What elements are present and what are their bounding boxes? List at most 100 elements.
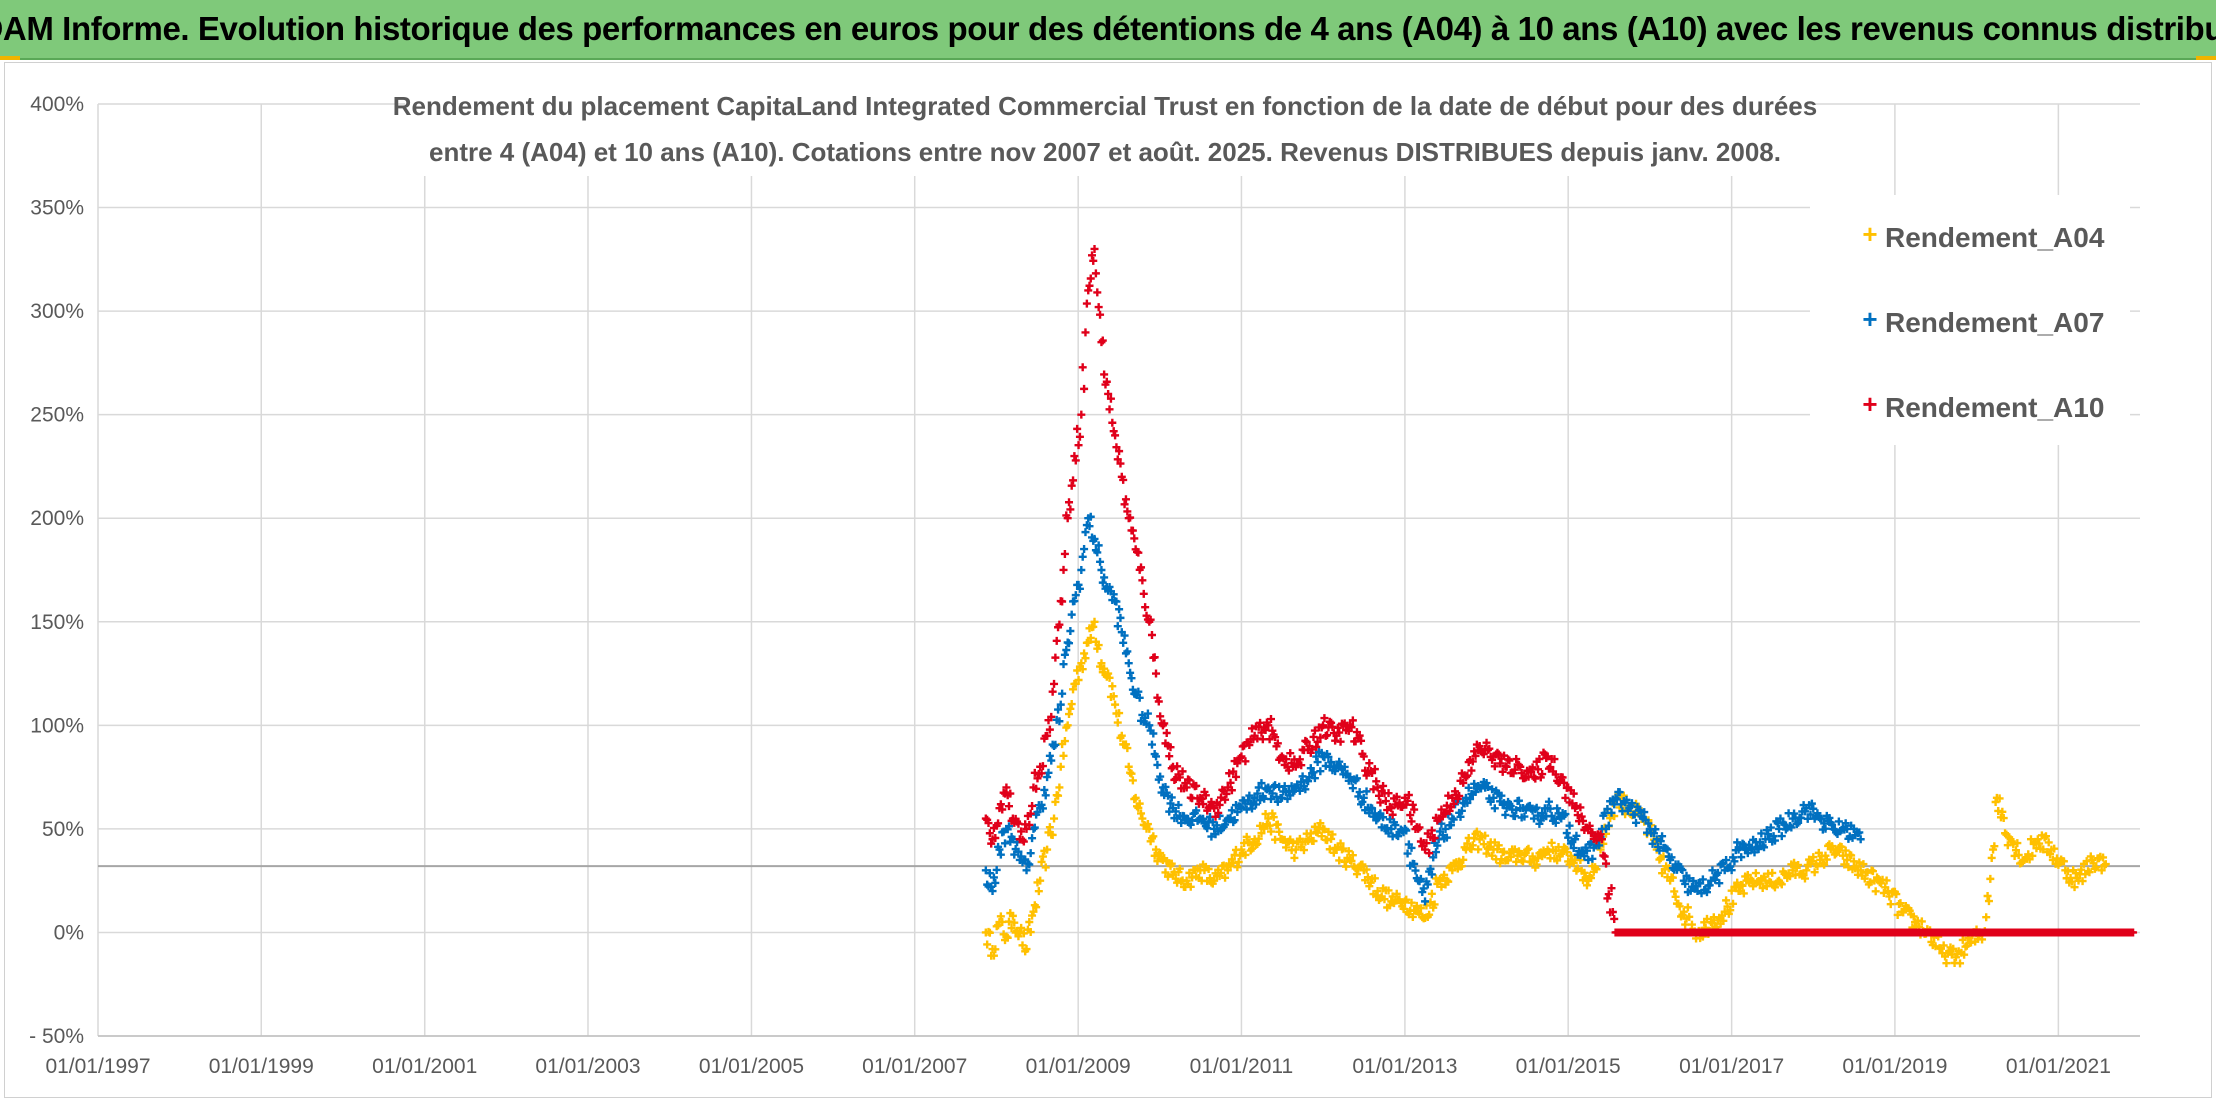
data-point-interpolated [1004,802,1013,811]
data-point [1373,783,1382,792]
data-point-interpolated [1562,848,1571,857]
data-point-interpolated [1313,737,1322,746]
data-point-interpolated [1358,749,1367,758]
data-point-interpolated [1998,807,2007,816]
data-point-interpolated [1197,794,1206,803]
data-point-interpolated [1241,850,1250,859]
data-point-interpolated [1121,495,1130,504]
data-point-interpolated [1233,808,1242,817]
data-point [1856,866,1865,875]
data-point-interpolated [1254,783,1263,792]
data-point-interpolated [1558,773,1567,782]
data-point-interpolated [1199,800,1208,809]
data-point-interpolated [1037,857,1046,866]
data-point-interpolated [1881,883,1890,892]
data-point-interpolated [1986,874,1995,883]
data-point-interpolated [1282,755,1291,764]
data-point-interpolated [1038,762,1047,771]
data-point-interpolated [1813,862,1822,871]
data-point-interpolated [1696,879,1705,888]
data-point-interpolated [1323,836,1332,845]
data-point-interpolated [1444,791,1453,800]
data-point-interpolated [1149,832,1158,841]
data-point-interpolated [1833,847,1842,856]
data-point-interpolated [1482,849,1491,858]
data-point-interpolated [1569,789,1578,798]
data-point-interpolated [1713,868,1722,877]
data-point-interpolated [2082,857,2091,866]
data-point-interpolated [1071,456,1080,465]
data-point-interpolated [1446,821,1455,830]
data-point-interpolated [1006,909,1015,918]
data-point-interpolated [1600,809,1609,818]
data-point-interpolated [1520,812,1529,821]
data-point-interpolated [1253,839,1262,848]
data-point-interpolated [1265,735,1274,744]
data-point-interpolated [1236,753,1245,762]
data-point-interpolated [1663,845,1672,854]
data-point-interpolated [1150,750,1159,759]
data-point-interpolated [1059,565,1068,574]
data-point-interpolated [1384,886,1393,895]
data-point-interpolated [1252,800,1260,809]
data-point-interpolated [1098,336,1107,345]
data-point-interpolated [1154,697,1163,706]
data-point-interpolated [1185,868,1194,877]
data-point-interpolated [1528,763,1537,772]
data-point-interpolated [1607,884,1616,893]
data-point [1050,742,1059,751]
data-point-interpolated [1010,918,1019,927]
data-point-interpolated [1247,844,1256,853]
data-point-interpolated [1474,845,1483,854]
data-point-interpolated [1681,920,1690,929]
data-point-interpolated [1290,853,1299,862]
data-point-interpolated [1370,765,1379,774]
data-point-interpolated [1333,723,1342,732]
data-point-interpolated [994,842,1003,851]
data-point [1022,866,1031,875]
data-point-interpolated [1089,622,1098,631]
data-point-interpolated [1231,772,1240,781]
data-point-interpolated [1678,910,1687,919]
data-point-interpolated [1879,889,1888,898]
data-point-interpolated [1410,805,1419,814]
data-point-interpolated [1289,762,1298,771]
data-point-interpolated [1790,809,1799,818]
data-point-interpolated [1271,733,1280,742]
data-point-interpolated [1368,804,1377,813]
data-point-interpolated [1041,863,1050,872]
data-point-interpolated [1336,839,1345,848]
data-point-interpolated [1754,845,1763,854]
data-point-interpolated [1717,911,1726,920]
data-point-interpolated [1001,839,1010,848]
data-point-interpolated [1467,766,1476,775]
x-tick-label: 01/01/2019 [1842,1055,1947,1078]
data-point-interpolated [1075,584,1084,593]
data-point-interpolated [1204,864,1213,873]
data-point-interpolated [1762,826,1771,835]
data-point-interpolated [1227,806,1236,815]
data-point-interpolated [1325,845,1334,854]
data-point [1359,793,1368,802]
data-point-interpolated [1306,829,1315,838]
data-point-interpolated [1166,743,1175,752]
data-point-interpolated [1762,882,1771,891]
data-point-interpolated [1128,776,1137,785]
data-point-interpolated [1402,895,1411,904]
data-point-interpolated [1295,786,1304,795]
data-point-interpolated [987,839,996,848]
data-point-interpolated [1047,712,1056,721]
legend: + Rendement_A04 + Rendement_A07 + Rendem… [1810,195,2130,445]
data-point-interpolated [1610,800,1619,809]
data-point-interpolated [1254,834,1263,843]
data-point [1084,286,1093,295]
data-point-interpolated [1510,765,1519,774]
data-point-interpolated [1437,819,1446,828]
data-point-interpolated [1722,856,1731,865]
data-point-interpolated [1045,751,1054,760]
data-point [1104,389,1113,398]
data-point-interpolated [1014,932,1023,941]
data-point-interpolated [1025,860,1034,869]
data-point-interpolated [1485,842,1494,851]
